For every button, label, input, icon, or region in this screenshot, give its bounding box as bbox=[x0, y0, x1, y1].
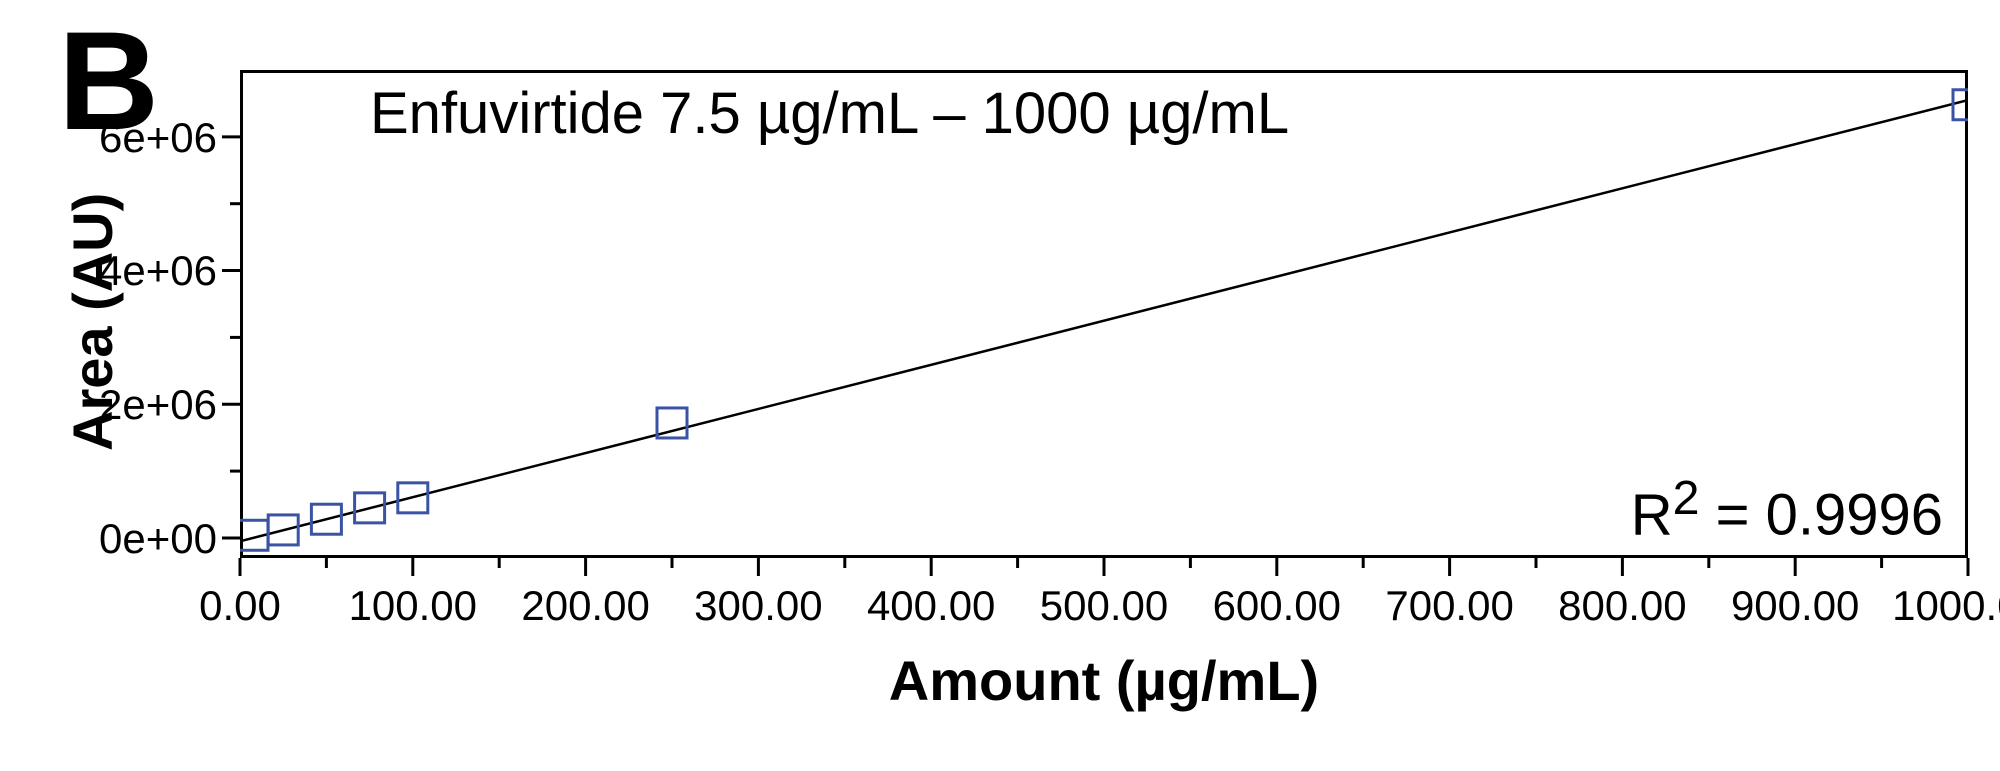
data-marker bbox=[1953, 90, 1983, 120]
x-tick-label: 0.00 bbox=[199, 582, 281, 630]
x-tick-label: 1000.00 bbox=[1892, 582, 2000, 630]
y-tick-label: 6e+06 bbox=[77, 114, 217, 162]
calibration-figure: B Enfuvirtide 7.5 µg/mL – 1000 µg/mL R2 … bbox=[0, 0, 2000, 771]
x-tick-label: 300.00 bbox=[694, 582, 822, 630]
x-tick-label: 800.00 bbox=[1558, 582, 1686, 630]
chart-title: Enfuvirtide 7.5 µg/mL – 1000 µg/mL bbox=[370, 80, 1289, 147]
y-tick-label: 0e+00 bbox=[77, 515, 217, 563]
x-tick-label: 600.00 bbox=[1213, 582, 1341, 630]
x-axis-label: Amount (µg/mL) bbox=[240, 648, 1968, 713]
x-tick-label: 200.00 bbox=[521, 582, 649, 630]
x-tick-label: 400.00 bbox=[867, 582, 995, 630]
x-tick-label: 700.00 bbox=[1385, 582, 1513, 630]
x-tick-label: 900.00 bbox=[1731, 582, 1859, 630]
x-tick-label: 100.00 bbox=[349, 582, 477, 630]
x-tick-label: 500.00 bbox=[1040, 582, 1168, 630]
r-squared-label: R2 = 0.9996 bbox=[1631, 470, 1943, 548]
y-tick-label: 2e+06 bbox=[77, 381, 217, 429]
y-tick-label: 4e+06 bbox=[77, 247, 217, 295]
